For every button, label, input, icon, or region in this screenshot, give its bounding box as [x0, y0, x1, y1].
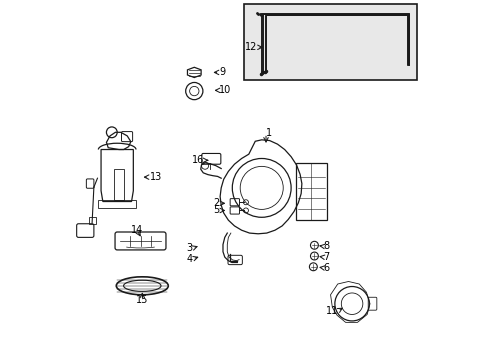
Text: 8: 8: [323, 241, 329, 251]
Text: 3: 3: [186, 243, 192, 253]
Text: 4: 4: [186, 254, 192, 264]
Text: 14: 14: [130, 225, 143, 235]
Bar: [98, 200, 136, 208]
Bar: [88, 217, 96, 224]
Text: 11: 11: [325, 306, 337, 316]
Bar: [295, 163, 326, 220]
Text: 10: 10: [219, 85, 231, 95]
Text: 9: 9: [219, 67, 225, 77]
Text: 7: 7: [323, 252, 329, 262]
Text: 6: 6: [323, 263, 329, 273]
Text: 12: 12: [244, 42, 257, 52]
Bar: [113, 168, 124, 200]
Text: 16: 16: [192, 155, 204, 165]
Bar: [244, 4, 416, 80]
Text: 2: 2: [213, 198, 219, 208]
Text: 15: 15: [136, 295, 148, 305]
Text: 1: 1: [265, 129, 272, 138]
Text: 5: 5: [213, 206, 219, 216]
Text: 13: 13: [149, 172, 162, 182]
